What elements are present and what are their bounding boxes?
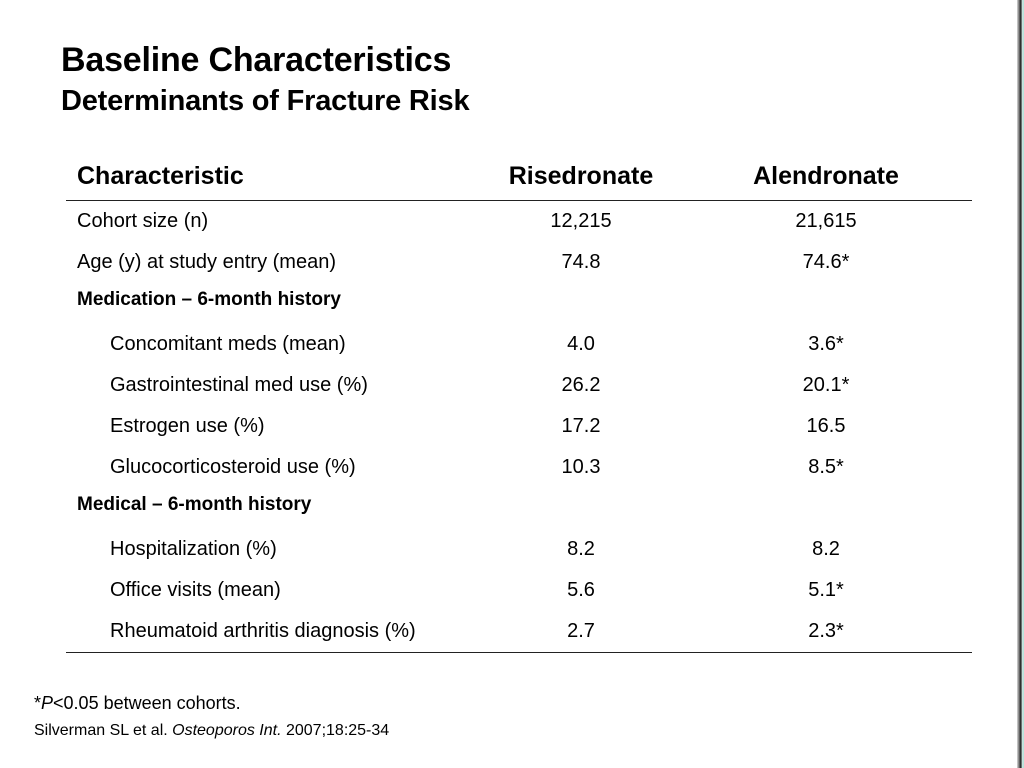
section-header-row: Medication – 6-month history bbox=[66, 283, 972, 324]
row-label: Estrogen use (%) bbox=[110, 415, 265, 437]
risedronate-value: 12,215 bbox=[550, 210, 612, 232]
risedronate-value: 10.3 bbox=[561, 456, 601, 478]
alendronate-value: 74.6* bbox=[802, 251, 850, 273]
table-header-row: Characteristic Risedronate Alendronate bbox=[66, 153, 972, 201]
risedronate-value: 74.8 bbox=[561, 251, 601, 273]
risedronate-value: 2.7 bbox=[567, 620, 595, 642]
risedronate-value: 4.0 bbox=[567, 333, 595, 355]
header-characteristic: Characteristic bbox=[77, 162, 244, 190]
risedronate-value: 5.6 bbox=[567, 579, 595, 601]
table-row: Rheumatoid arthritis diagnosis (%) 2.7 2… bbox=[66, 611, 972, 653]
footnote-p: P bbox=[41, 693, 54, 713]
row-label: Concomitant meds (mean) bbox=[110, 333, 346, 355]
section-label-medical: Medical – 6-month history bbox=[77, 493, 312, 515]
citation: Silverman SL et al. Osteoporos Int. 2007… bbox=[34, 722, 389, 740]
row-label: Age (y) at study entry (mean) bbox=[77, 251, 336, 273]
slide-subtitle: Determinants of Fracture Risk bbox=[61, 85, 470, 117]
header-risedronate: Risedronate bbox=[508, 162, 654, 190]
alendronate-value: 20.1* bbox=[802, 374, 850, 396]
citation-details: 2007;18:25-34 bbox=[281, 722, 390, 739]
citation-journal: Osteoporos Int. bbox=[172, 722, 282, 739]
row-label: Rheumatoid arthritis diagnosis (%) bbox=[110, 620, 416, 642]
risedronate-value: 8.2 bbox=[567, 538, 595, 560]
table-row: Gastrointestinal med use (%) 26.2 20.1* bbox=[66, 365, 972, 406]
table-row: Glucocorticosteroid use (%) 10.3 8.5* bbox=[66, 447, 972, 488]
table-row: Age (y) at study entry (mean) 74.8 74.6* bbox=[66, 242, 972, 283]
table-row: Concomitant meds (mean) 4.0 3.6* bbox=[66, 324, 972, 365]
section-label-medication: Medication – 6-month history bbox=[77, 288, 341, 310]
slide-title: Baseline Characteristics bbox=[61, 41, 452, 79]
footnote-text: <0.05 between cohorts. bbox=[53, 693, 241, 713]
risedronate-value: 17.2 bbox=[561, 415, 601, 437]
header-alendronate: Alendronate bbox=[753, 162, 899, 190]
row-label: Hospitalization (%) bbox=[110, 538, 277, 560]
table-row: Hospitalization (%) 8.2 8.2 bbox=[66, 529, 972, 570]
row-label: Cohort size (n) bbox=[77, 210, 209, 232]
significance-footnote: *P<0.05 between cohorts. bbox=[34, 693, 241, 714]
alendronate-value: 3.6* bbox=[808, 333, 844, 355]
alendronate-value: 8.5* bbox=[808, 456, 844, 478]
section-header-row: Medical – 6-month history bbox=[66, 488, 972, 529]
risedronate-value: 26.2 bbox=[561, 374, 601, 396]
row-label: Office visits (mean) bbox=[110, 579, 281, 601]
alendronate-value: 8.2 bbox=[812, 538, 840, 560]
citation-authors: Silverman SL et al. bbox=[34, 722, 173, 739]
row-label: Gastrointestinal med use (%) bbox=[110, 374, 368, 396]
slide-right-border bbox=[1017, 0, 1024, 768]
baseline-characteristics-table: Characteristic Risedronate Alendronate C… bbox=[66, 153, 972, 653]
alendronate-value: 5.1* bbox=[808, 579, 844, 601]
footnote-asterisk: * bbox=[34, 693, 42, 713]
alendronate-value: 21,615 bbox=[795, 210, 857, 232]
alendronate-value: 2.3* bbox=[808, 620, 844, 642]
table-row: Cohort size (n) 12,215 21,615 bbox=[66, 201, 972, 242]
table-row: Estrogen use (%) 17.2 16.5 bbox=[66, 406, 972, 447]
alendronate-value: 16.5 bbox=[806, 415, 846, 437]
row-label: Glucocorticosteroid use (%) bbox=[110, 456, 356, 478]
table-row: Office visits (mean) 5.6 5.1* bbox=[66, 570, 972, 611]
